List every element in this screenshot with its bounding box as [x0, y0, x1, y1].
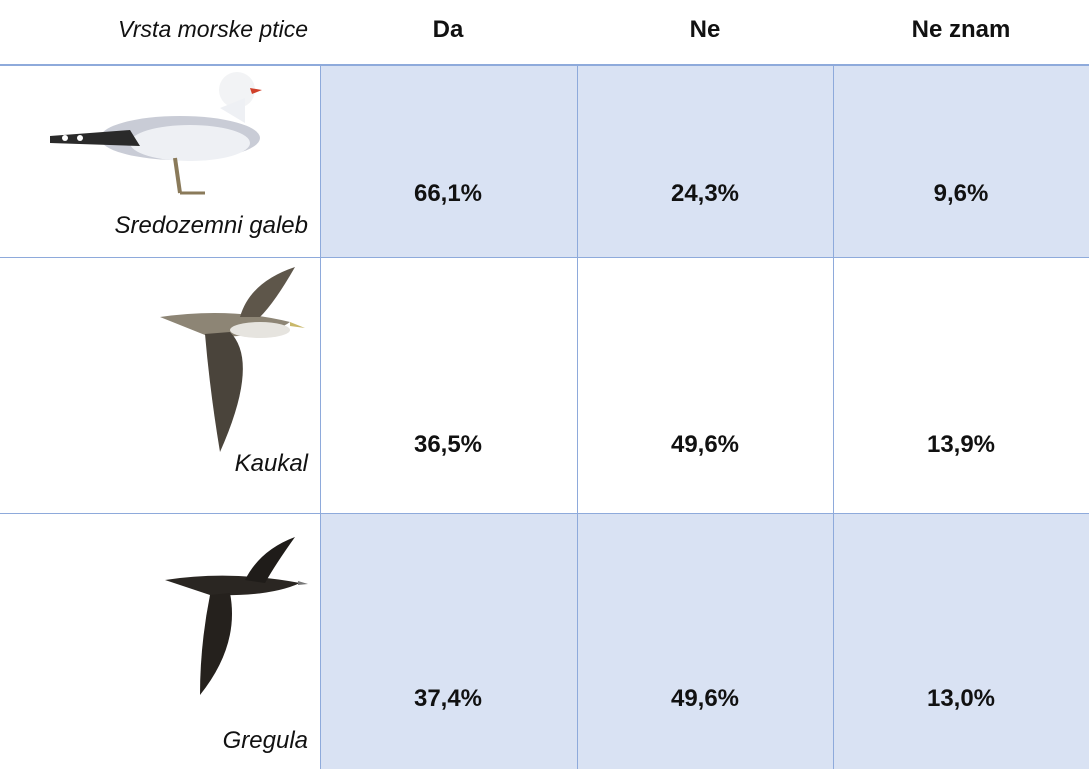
bird-image: [50, 72, 262, 195]
cell-value: 24,3%: [670, 180, 740, 207]
header-rule: [0, 64, 1089, 66]
bird-image: [160, 267, 305, 452]
species-name: Gregula: [222, 727, 308, 754]
header-cell: Vrsta morske ptice: [117, 16, 308, 42]
cell-value: 13,0%: [926, 685, 996, 712]
species-name: Kaukal: [234, 450, 308, 477]
row-rule: [0, 257, 1089, 258]
header-cell: Da: [432, 16, 464, 43]
col-rule: [577, 66, 578, 769]
row-shade: [320, 514, 1089, 769]
bird-image: [165, 537, 308, 695]
col-rule: [833, 66, 834, 769]
row-shade: [320, 66, 1089, 258]
species-name: Sredozemni galeb: [114, 212, 308, 239]
cell-value: 66,1%: [413, 180, 483, 207]
cell-value: 37,4%: [413, 685, 483, 712]
cell-value: 9,6%: [933, 180, 989, 207]
header-cell: Ne znam: [911, 16, 1011, 43]
cell-value: 49,6%: [670, 431, 740, 458]
cell-value: 36,5%: [413, 431, 483, 458]
cell-value: 13,9%: [926, 431, 996, 458]
col-rule: [320, 66, 321, 769]
header-cell: Ne: [689, 16, 721, 43]
row-rule: [0, 513, 1089, 514]
cell-value: 49,6%: [670, 685, 740, 712]
